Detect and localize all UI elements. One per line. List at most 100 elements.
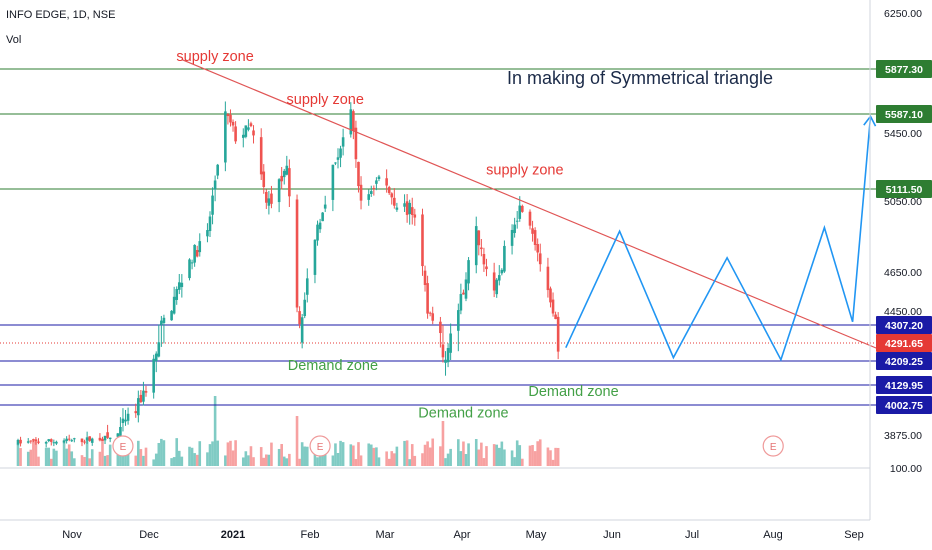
candle-body (280, 175, 283, 182)
projection-line (565, 116, 872, 362)
x-tick-label: Jul (685, 529, 699, 541)
volume-bar (359, 455, 363, 466)
candle-body (37, 441, 40, 443)
candle-body (500, 269, 504, 274)
candle-body (375, 180, 378, 184)
volume-bar (377, 457, 381, 466)
candle-body (393, 197, 396, 206)
candle-body (369, 191, 373, 194)
volume-bar (265, 454, 268, 466)
candle-body (241, 134, 245, 138)
candle-body (531, 228, 534, 234)
volume-bar (441, 421, 445, 466)
volume-indicator-label[interactable]: Vol (6, 34, 22, 46)
candle-body (354, 127, 358, 160)
candle-body (367, 194, 371, 200)
candle-body (331, 164, 335, 200)
volume-bar (482, 458, 486, 466)
price-axis[interactable]: 6250.00 5450.00 5050.00 4650.00 4450.00 3875.… (869, 0, 932, 520)
volume-bar (213, 396, 217, 466)
candle-body (65, 438, 68, 441)
supply-zone-label: supply zone (486, 162, 563, 178)
candle-body (449, 333, 452, 353)
descending-trendline[interactable] (181, 59, 884, 352)
volume-bar (449, 448, 452, 466)
earnings-marker-label: E (317, 442, 324, 453)
candle-body (408, 202, 411, 215)
candle-body (234, 126, 237, 142)
candle-body (52, 442, 56, 444)
candle-body (474, 226, 478, 266)
candle-body (403, 203, 406, 207)
candle-body (352, 111, 355, 131)
x-tick-label: Apr (453, 529, 470, 541)
volume-bar (334, 443, 337, 466)
volume-bar (467, 443, 470, 466)
volume-bar (318, 455, 322, 466)
candle-body (80, 438, 84, 443)
candle-body (172, 296, 176, 314)
volume-bar (426, 441, 429, 466)
volume-bar (313, 445, 317, 466)
candle-body (485, 266, 488, 270)
volume-bar (170, 458, 173, 466)
candle-body (395, 207, 399, 210)
volume-bar (528, 445, 532, 466)
symbol-header[interactable]: INFO EDGE, 1D, NSE (6, 9, 116, 21)
volume-bar (282, 456, 286, 466)
candle-body (124, 419, 127, 422)
candle-body (16, 439, 20, 445)
candle-body (410, 207, 414, 215)
candle-body (249, 123, 253, 127)
volume-bar (457, 439, 460, 466)
volume-bar (262, 457, 266, 466)
volume-bar (474, 439, 478, 466)
candle-body (336, 157, 340, 160)
candle-body (47, 439, 51, 442)
candle-body (467, 260, 470, 284)
candle-body (67, 438, 71, 440)
volume-bar (103, 455, 107, 466)
candle-body (503, 245, 506, 272)
candle-body (259, 137, 263, 175)
volume-bar (32, 439, 35, 466)
price-level-badge (876, 316, 932, 334)
candle-body (211, 195, 214, 215)
candle-body (103, 435, 107, 441)
volume-bar (249, 446, 253, 466)
volume-bar (55, 450, 58, 466)
price-level-lines[interactable] (0, 68, 876, 406)
volume-bar (492, 444, 496, 466)
candle-body (34, 439, 38, 442)
candle-body (83, 441, 86, 443)
volume-bar (393, 453, 396, 466)
volume-bar (49, 458, 53, 466)
candle-body (224, 111, 227, 163)
volume-bar (428, 447, 432, 466)
candle-body (462, 292, 465, 295)
volume-bar (323, 451, 327, 466)
volume-bar (390, 451, 394, 466)
volume-bar (423, 444, 427, 466)
demand-zone-label: Demand zone (288, 358, 378, 374)
candle-body (482, 254, 486, 265)
volume-bar (357, 442, 360, 466)
candle-body (252, 130, 255, 136)
volume-bar (34, 440, 38, 466)
candle-body (208, 216, 212, 232)
volume-bar (549, 450, 552, 466)
candle-body (190, 262, 194, 264)
candle-body (459, 294, 463, 311)
candle-body (428, 312, 432, 314)
time-axis[interactable]: Nov Dec 2021 Feb Mar Apr May Jun Jul Aug Sep (0, 519, 870, 541)
candle-body (387, 187, 391, 194)
candle-body (538, 253, 542, 265)
volume-bar (446, 453, 450, 466)
volume-bar (477, 449, 481, 466)
volume-bar (139, 449, 143, 466)
candle-body (213, 180, 217, 190)
volume-bar (152, 459, 155, 466)
x-tick-label: Aug (763, 529, 783, 541)
